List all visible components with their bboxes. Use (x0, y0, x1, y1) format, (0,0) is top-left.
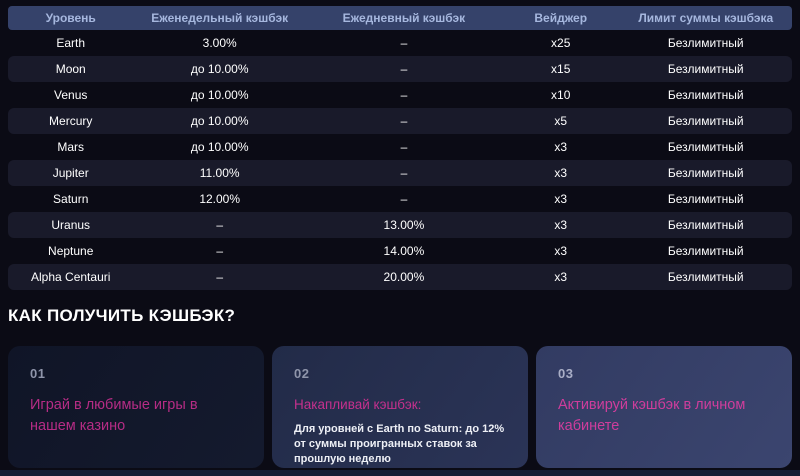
step-card-2: 02 Накапливай кэшбэк: Для уровней с Eart… (272, 346, 528, 468)
table-row: Uranus – 13.00% x3 Безлимитный (8, 212, 792, 238)
table-row: Neptune – 14.00% x3 Безлимитный (8, 238, 792, 264)
wager-cell: x3 (554, 244, 568, 258)
wager-cell: x25 (551, 36, 571, 50)
limit-cell: Безлимитный (667, 218, 744, 232)
wager-cell: x10 (551, 88, 571, 102)
limit-cell: Безлимитный (667, 244, 744, 258)
step-body: Для уровней с Earth по Saturn: до 12% от… (294, 422, 506, 468)
column-header-weekly: Еженедельный кэшбэк (151, 11, 289, 25)
level-cell: Jupiter (52, 166, 89, 180)
wager-cell: x3 (554, 140, 568, 154)
table-header-row: Уровень Еженедельный кэшбэк Ежедневный к… (8, 6, 792, 30)
daily-cell: – (400, 114, 408, 128)
weekly-cell: до 10.00% (190, 140, 249, 154)
level-cell: Uranus (51, 218, 91, 232)
limit-cell: Безлимитный (667, 88, 744, 102)
weekly-cell: до 10.00% (190, 88, 249, 102)
weekly-cell: – (216, 218, 224, 232)
weekly-cell: до 10.00% (190, 114, 249, 128)
weekly-cell: – (216, 270, 224, 284)
wager-cell: x5 (554, 114, 568, 128)
step-number: 01 (30, 366, 46, 381)
weekly-cell: – (216, 244, 224, 258)
level-cell: Venus (54, 88, 88, 102)
limit-cell: Безлимитный (667, 166, 744, 180)
table-row: Earth 3.00% – x25 Безлимитный (8, 30, 792, 56)
wager-cell: x3 (554, 270, 568, 284)
table-row: Saturn 12.00% – x3 Безлимитный (8, 186, 792, 212)
level-cell: Moon (55, 62, 86, 76)
limit-cell: Безлимитный (667, 114, 744, 128)
limit-cell: Безлимитный (667, 270, 744, 284)
daily-cell: – (400, 88, 408, 102)
column-header-level: Уровень (45, 11, 96, 25)
table-row: Mercury до 10.00% – x5 Безлимитный (8, 108, 792, 134)
limit-cell: Безлимитный (667, 62, 744, 76)
step-number: 03 (558, 366, 574, 381)
level-cell: Saturn (53, 192, 89, 206)
step-title: Активируй кэшбэк в личном кабинете (558, 397, 746, 435)
weekly-cell: 3.00% (202, 36, 237, 50)
daily-cell: – (400, 192, 408, 206)
step-number: 02 (294, 366, 310, 381)
column-header-limit: Лимит суммы кэшбэка (638, 11, 774, 25)
level-cell: Alpha Centauri (31, 270, 111, 284)
step-title: Играй в любимые игры в нашем казино (30, 397, 198, 435)
daily-cell: – (400, 166, 408, 180)
limit-cell: Безлимитный (667, 140, 744, 154)
weekly-cell: 12.00% (199, 192, 241, 206)
column-header-daily: Ежедневный кэшбэк (342, 11, 466, 25)
cashback-table: Уровень Еженедельный кэшбэк Ежедневный к… (0, 6, 800, 290)
daily-cell: – (400, 140, 408, 154)
daily-cell: – (400, 36, 408, 50)
limit-cell: Безлимитный (667, 36, 744, 50)
step-card-3: 03 Активируй кэшбэк в личном кабинете (536, 346, 792, 468)
section-title: КАК ПОЛУЧИТЬ КЭШБЭК? (8, 306, 236, 325)
step-title: Накапливай кэшбэк: (294, 397, 422, 412)
daily-cell: 13.00% (383, 218, 425, 232)
daily-cell: 14.00% (383, 244, 425, 258)
weekly-cell: 11.00% (199, 166, 240, 180)
daily-cell: – (400, 62, 408, 76)
limit-cell: Безлимитный (667, 192, 744, 206)
wager-cell: x3 (554, 218, 568, 232)
table-row: Alpha Centauri – 20.00% x3 Безлимитный (8, 264, 792, 290)
daily-cell: 20.00% (383, 270, 425, 284)
step-card-1: 01 Играй в любимые игры в нашем казино (8, 346, 264, 468)
level-cell: Earth (56, 36, 86, 50)
table-row: Mars до 10.00% – x3 Безлимитный (8, 134, 792, 160)
table-row: Moon до 10.00% – x15 Безлимитный (8, 56, 792, 82)
step-body-line: Для уровней с Earth по Saturn: до 12% от… (294, 422, 505, 466)
level-cell: Mercury (49, 114, 93, 128)
table-row: Jupiter 11.00% – x3 Безлимитный (8, 160, 792, 186)
weekly-cell: до 10.00% (190, 62, 249, 76)
wager-cell: x15 (551, 62, 571, 76)
wager-cell: x3 (554, 192, 568, 206)
howto-steps: 01 Играй в любимые игры в нашем казино 0… (8, 346, 792, 468)
table-row: Venus до 10.00% – x10 Безлимитный (8, 82, 792, 108)
wager-cell: x3 (554, 166, 568, 180)
level-cell: Neptune (48, 244, 94, 258)
column-header-wager: Вейджер (534, 11, 588, 25)
bottom-strip (0, 470, 800, 476)
level-cell: Mars (57, 140, 85, 154)
